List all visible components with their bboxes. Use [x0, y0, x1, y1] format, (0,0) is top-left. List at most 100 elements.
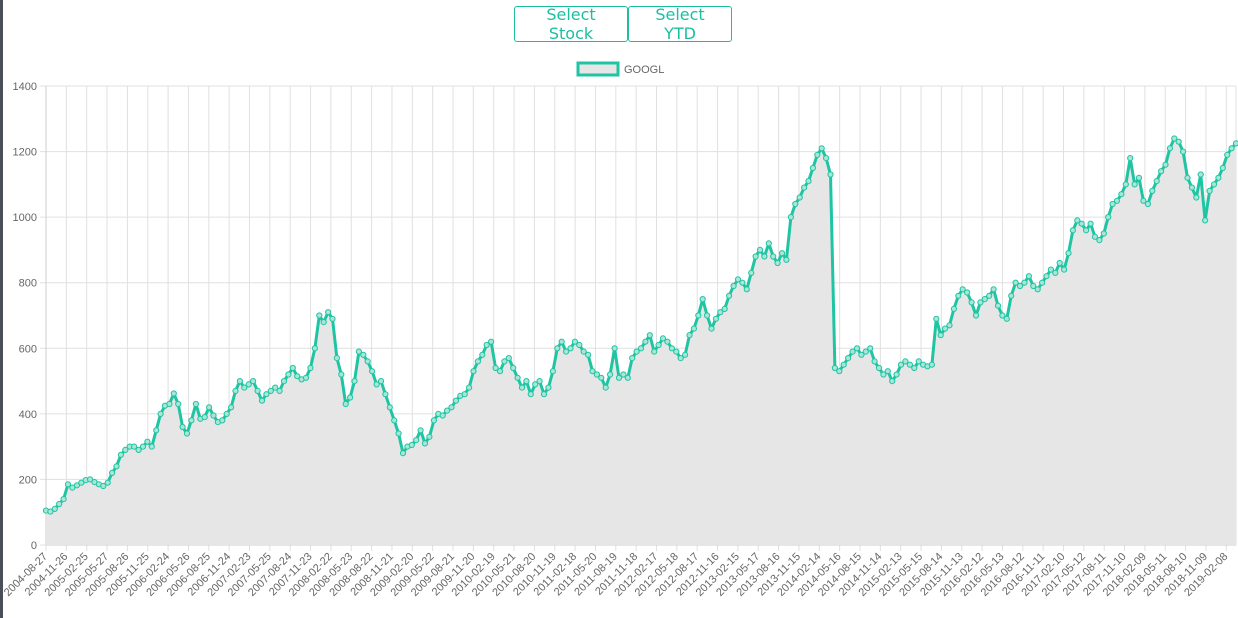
data-point[interactable]: [765, 240, 772, 247]
data-point[interactable]: [236, 378, 243, 385]
data-point[interactable]: [1188, 184, 1196, 191]
data-point[interactable]: [364, 358, 371, 365]
data-point[interactable]: [135, 446, 142, 453]
data-point[interactable]: [510, 364, 517, 372]
data-point[interactable]: [1166, 145, 1174, 152]
data-point[interactable]: [853, 345, 861, 352]
data-point[interactable]: [470, 368, 477, 375]
data-point[interactable]: [990, 286, 997, 293]
data-point[interactable]: [148, 443, 155, 450]
data-point[interactable]: [695, 312, 702, 319]
data-point[interactable]: [139, 443, 147, 450]
data-point[interactable]: [814, 151, 821, 158]
data-point[interactable]: [1206, 187, 1213, 194]
data-point[interactable]: [122, 446, 129, 453]
data-point[interactable]: [430, 417, 437, 424]
data-point[interactable]: [664, 338, 671, 345]
data-point[interactable]: [999, 312, 1006, 319]
data-point[interactable]: [655, 341, 662, 349]
data-point[interactable]: [285, 371, 292, 378]
data-point[interactable]: [1118, 191, 1125, 198]
data-point[interactable]: [686, 332, 693, 339]
data-point[interactable]: [761, 253, 768, 260]
data-point[interactable]: [395, 430, 402, 437]
data-point[interactable]: [1100, 230, 1107, 237]
data-point[interactable]: [426, 433, 433, 440]
data-point[interactable]: [377, 378, 385, 385]
data-point[interactable]: [1149, 187, 1156, 194]
data-point[interactable]: [369, 368, 376, 375]
data-point[interactable]: [166, 400, 173, 408]
data-point[interactable]: [360, 351, 367, 358]
data-point[interactable]: [629, 355, 636, 362]
data-point[interactable]: [51, 505, 58, 512]
data-point[interactable]: [267, 387, 274, 394]
data-point[interactable]: [518, 384, 526, 391]
data-point[interactable]: [1219, 164, 1226, 172]
data-point[interactable]: [109, 469, 116, 476]
data-point[interactable]: [1043, 273, 1050, 280]
data-point[interactable]: [708, 325, 715, 332]
data-point[interactable]: [351, 378, 358, 385]
data-point[interactable]: [809, 164, 817, 172]
data-point[interactable]: [329, 315, 336, 322]
legend[interactable]: GOOGL: [576, 61, 664, 77]
data-point[interactable]: [87, 476, 94, 483]
data-point[interactable]: [1091, 233, 1099, 240]
data-point[interactable]: [968, 299, 975, 306]
data-point[interactable]: [452, 397, 459, 404]
data-point[interactable]: [743, 286, 750, 293]
data-point[interactable]: [699, 296, 706, 303]
data-point[interactable]: [730, 282, 737, 290]
data-point[interactable]: [734, 276, 742, 283]
data-point[interactable]: [554, 345, 561, 352]
data-point[interactable]: [117, 451, 125, 458]
data-point[interactable]: [232, 387, 239, 394]
data-point[interactable]: [514, 374, 521, 381]
data-point[interactable]: [250, 378, 257, 385]
data-point[interactable]: [1039, 279, 1046, 286]
data-point[interactable]: [289, 364, 296, 372]
data-point[interactable]: [78, 479, 85, 486]
data-point[interactable]: [417, 427, 424, 434]
data-point[interactable]: [615, 374, 623, 381]
data-point[interactable]: [774, 259, 781, 267]
data-point[interactable]: [752, 253, 759, 260]
data-point[interactable]: [840, 361, 847, 368]
data-point[interactable]: [333, 355, 340, 362]
data-point[interactable]: [1162, 161, 1169, 168]
data-point[interactable]: [845, 355, 852, 362]
data-point[interactable]: [787, 214, 795, 221]
data-point[interactable]: [272, 384, 279, 391]
select-ytd-button[interactable]: Select YTD: [628, 5, 732, 43]
data-point[interactable]: [637, 345, 645, 352]
data-point[interactable]: [1083, 227, 1090, 234]
data-point[interactable]: [1202, 217, 1209, 224]
data-point[interactable]: [210, 412, 217, 419]
data-point[interactable]: [342, 400, 349, 408]
data-point[interactable]: [884, 368, 891, 375]
data-point[interactable]: [1078, 220, 1085, 227]
data-point[interactable]: [651, 348, 658, 355]
data-point[interactable]: [228, 404, 235, 411]
data-point[interactable]: [955, 292, 962, 299]
data-point[interactable]: [611, 345, 618, 352]
data-point[interactable]: [897, 361, 905, 368]
data-point[interactable]: [712, 315, 720, 322]
data-point[interactable]: [748, 269, 755, 276]
data-point[interactable]: [1105, 214, 1112, 221]
data-point[interactable]: [1052, 269, 1059, 276]
data-point[interactable]: [1228, 145, 1235, 152]
data-point[interactable]: [633, 348, 640, 355]
data-point[interactable]: [56, 500, 63, 508]
data-point[interactable]: [902, 358, 909, 365]
data-point[interactable]: [144, 438, 151, 445]
data-point[interactable]: [1184, 174, 1191, 181]
data-point[interactable]: [496, 368, 504, 375]
data-point[interactable]: [479, 351, 486, 358]
data-point[interactable]: [1065, 250, 1072, 257]
data-point[interactable]: [386, 404, 393, 411]
data-point[interactable]: [646, 332, 653, 339]
data-point[interactable]: [391, 417, 398, 424]
data-point[interactable]: [47, 508, 54, 515]
